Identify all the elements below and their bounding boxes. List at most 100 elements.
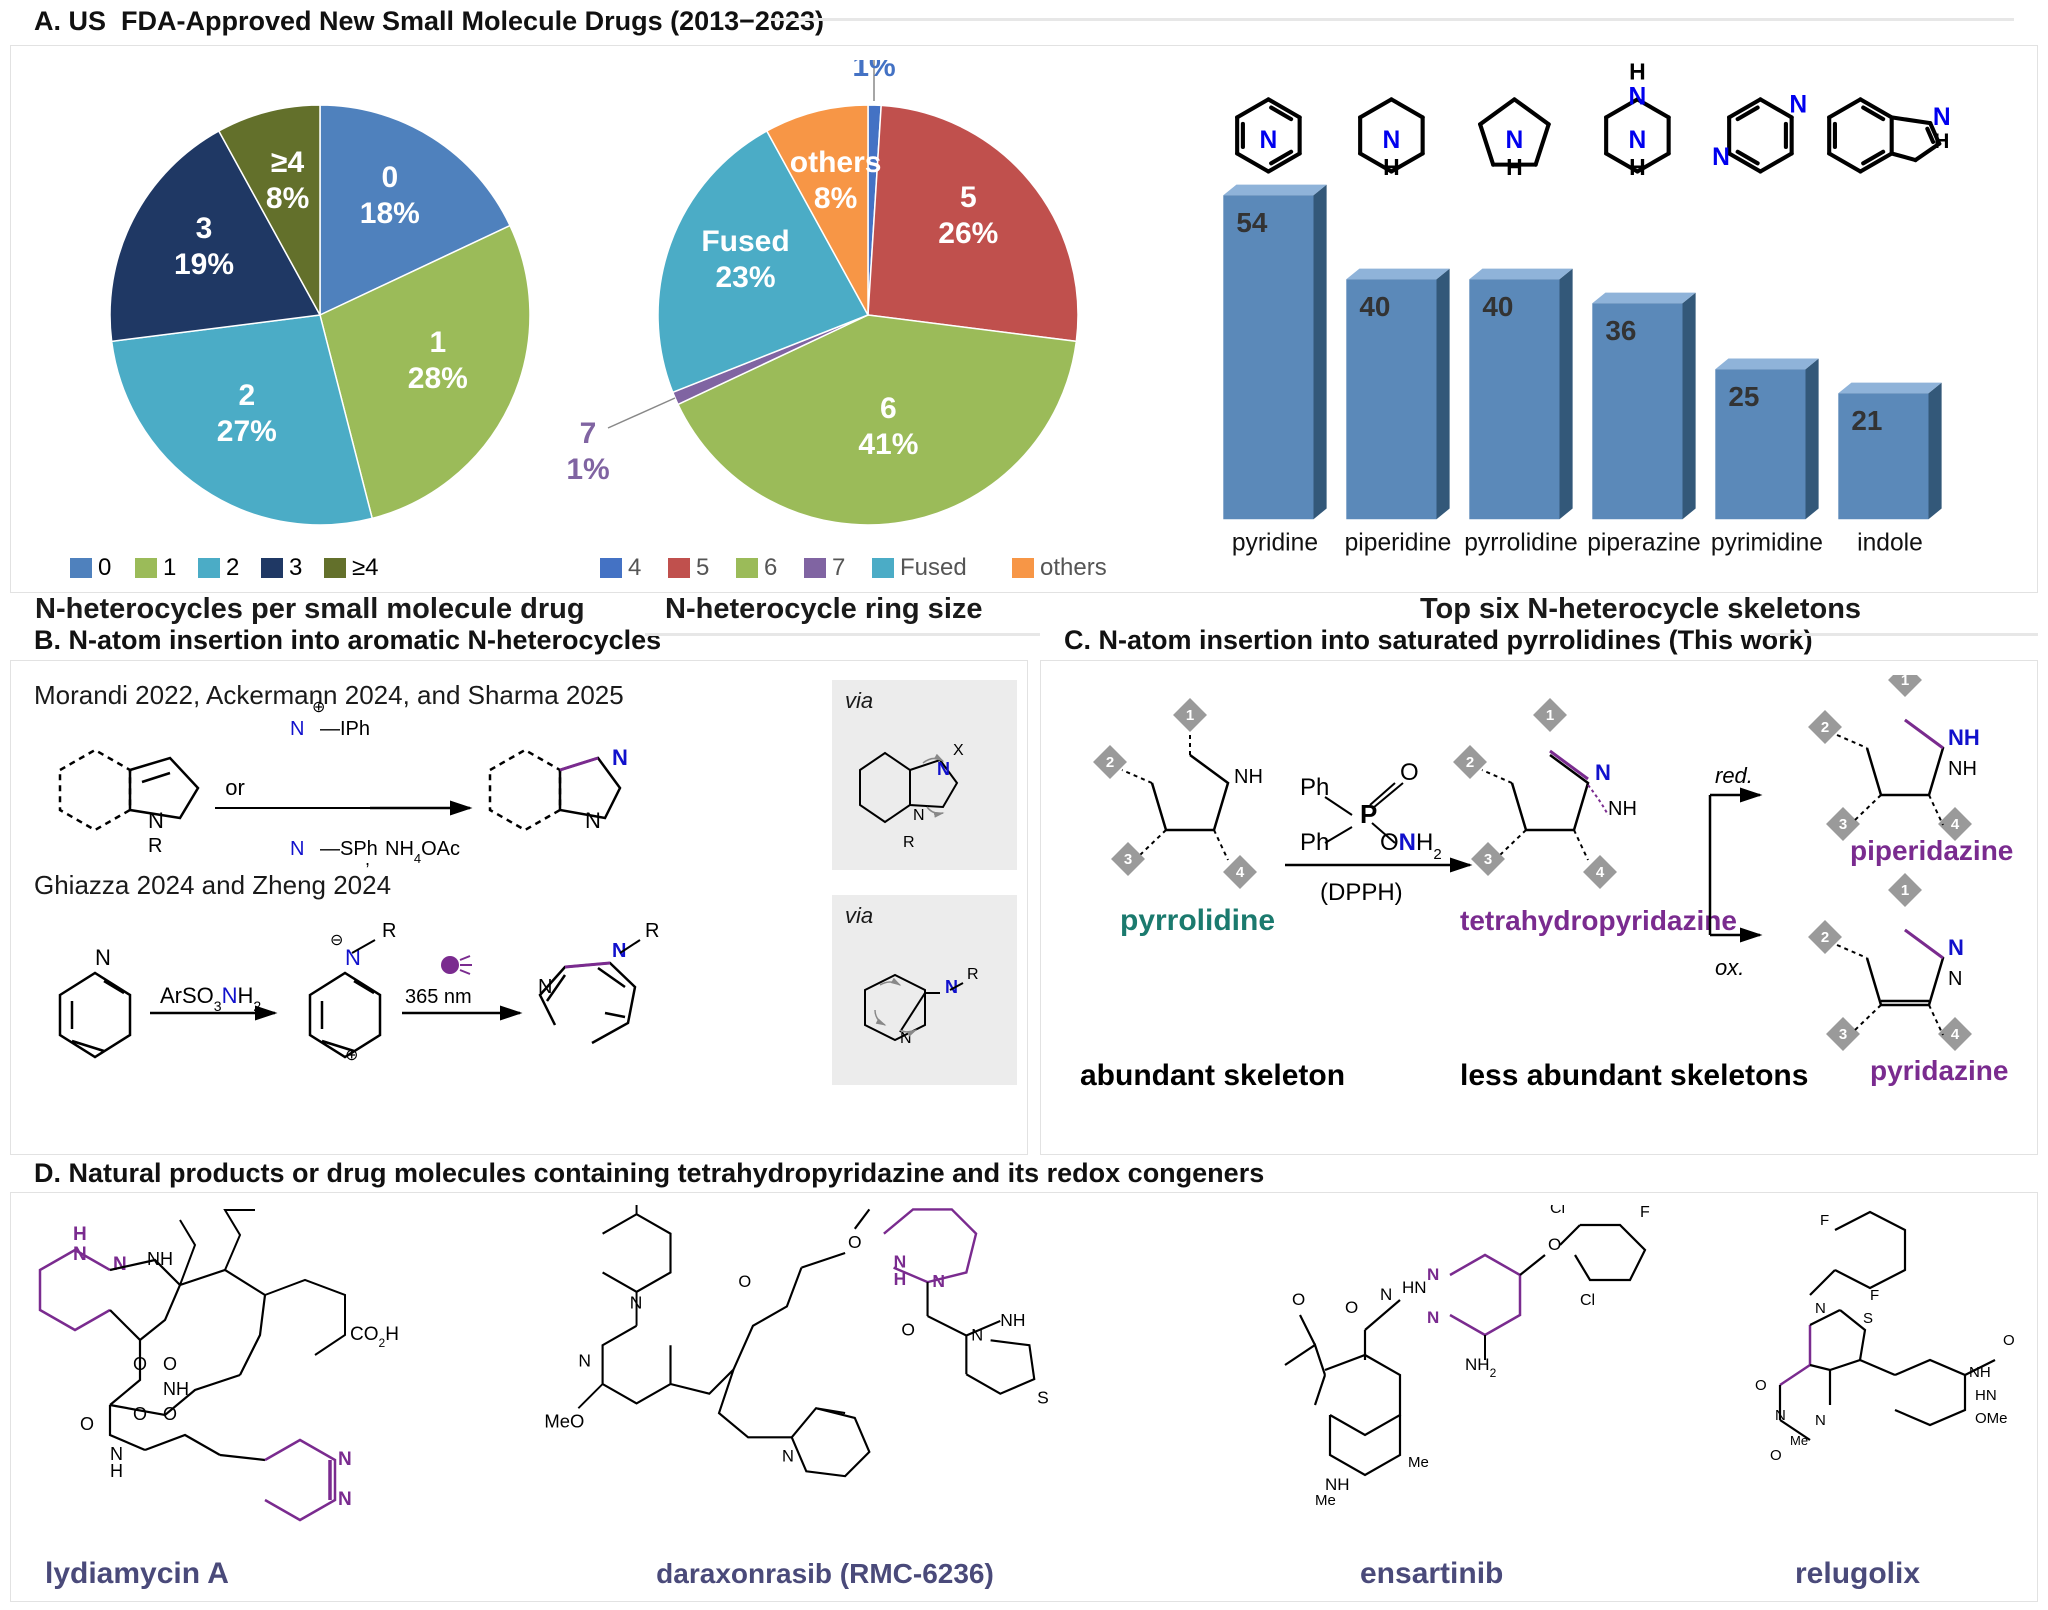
svg-text:O: O: [738, 1273, 751, 1291]
svg-text:NH4OAc: NH4OAc: [385, 838, 460, 866]
svg-text:3: 3: [1839, 816, 1847, 833]
svg-text:NH: NH: [163, 1379, 189, 1399]
svg-text:H: H: [1629, 60, 1646, 85]
svg-text:O: O: [1755, 1377, 1767, 1394]
svg-text:H: H: [1629, 154, 1646, 180]
svg-text:23%: 23%: [715, 261, 775, 294]
svg-text:O: O: [80, 1414, 94, 1434]
svg-text:Fused: Fused: [900, 554, 967, 581]
svg-text:2: 2: [238, 379, 255, 412]
svg-text:54: 54: [1236, 207, 1268, 238]
svg-text:41%: 41%: [858, 428, 918, 461]
svg-text:1%: 1%: [568, 453, 610, 486]
svg-text:O: O: [1770, 1447, 1782, 1464]
svg-text:piperidine: piperidine: [1345, 529, 1452, 556]
svg-text:H: H: [1383, 154, 1400, 180]
svg-text:—IPh: —IPh: [320, 718, 370, 740]
svg-text:F: F: [1820, 1212, 1829, 1229]
svg-text:Me: Me: [1790, 1433, 1808, 1448]
svg-text:Cl: Cl: [1580, 1292, 1595, 1309]
svg-text:40: 40: [1359, 291, 1390, 322]
svg-text:or: or: [225, 775, 245, 800]
svg-text:4: 4: [628, 554, 641, 581]
svg-text:O: O: [133, 1354, 147, 1374]
svg-text:R: R: [148, 835, 162, 857]
svg-text:⊖: ⊖: [330, 932, 343, 949]
svg-text:R: R: [903, 834, 915, 851]
svg-text:N: N: [1815, 1412, 1826, 1429]
svg-text:N: N: [338, 1489, 352, 1510]
svg-text:N: N: [1712, 144, 1730, 171]
svg-text:18%: 18%: [360, 197, 420, 230]
svg-text:relugolix: relugolix: [1795, 1557, 1920, 1590]
svg-text:6: 6: [764, 554, 777, 581]
svg-text:N: N: [1595, 760, 1611, 785]
svg-text:1: 1: [1901, 882, 1909, 899]
svg-text:piperazine: piperazine: [1587, 529, 1700, 556]
svg-text:NH: NH: [1000, 1310, 1025, 1330]
svg-text:OMe: OMe: [1975, 1410, 2008, 1427]
svg-text:O: O: [1548, 1235, 1561, 1254]
svg-text:ONH2: ONH2: [1380, 829, 1442, 863]
svg-text:O: O: [901, 1320, 915, 1340]
svg-text:ox.: ox.: [1715, 955, 1744, 980]
svg-text:NH: NH: [1234, 766, 1263, 788]
svg-text:N: N: [290, 718, 304, 740]
svg-text:3: 3: [289, 554, 302, 581]
svg-text:2: 2: [1821, 719, 1829, 736]
svg-text:others: others: [1040, 554, 1107, 581]
svg-text:≥4: ≥4: [271, 146, 304, 179]
svg-text:3: 3: [1124, 851, 1132, 868]
svg-text:28%: 28%: [408, 362, 468, 395]
svg-text:O: O: [163, 1354, 177, 1374]
svg-text:2: 2: [226, 554, 239, 581]
svg-text:X: X: [953, 742, 964, 759]
svg-text:HN: HN: [1402, 1278, 1427, 1297]
svg-text:N: N: [1260, 127, 1278, 154]
svg-text:N: N: [148, 808, 164, 833]
svg-text:6: 6: [880, 392, 897, 425]
svg-text:3: 3: [1839, 1026, 1847, 1043]
svg-text:N: N: [937, 759, 950, 779]
svg-text:(DPPH): (DPPH): [1320, 879, 1403, 906]
svg-text:N: N: [1506, 127, 1524, 154]
svg-text:NH: NH: [1948, 725, 1980, 750]
svg-text:O: O: [133, 1404, 147, 1424]
svg-text:4: 4: [1236, 864, 1245, 881]
svg-text:O: O: [1400, 759, 1419, 786]
svg-text:N: N: [1933, 104, 1951, 131]
svg-text:7: 7: [580, 417, 597, 450]
svg-text:O: O: [847, 1205, 861, 1209]
svg-text:CO2H: CO2H: [350, 1324, 399, 1350]
svg-text:5: 5: [696, 554, 709, 581]
svg-text:4: 4: [1951, 1026, 1960, 1043]
svg-text:NH: NH: [1608, 798, 1637, 820]
svg-text:pyridine: pyridine: [1232, 529, 1318, 556]
svg-text:8%: 8%: [266, 182, 309, 215]
svg-text:2: 2: [1106, 754, 1114, 771]
svg-text:≥4: ≥4: [352, 554, 379, 581]
svg-text:0: 0: [98, 554, 111, 581]
svg-text:5: 5: [960, 181, 977, 214]
svg-text:1: 1: [1901, 675, 1909, 689]
svg-text:lydiamycin A: lydiamycin A: [45, 1557, 229, 1590]
svg-text:⊕: ⊕: [345, 1047, 358, 1064]
svg-text:Cl: Cl: [1550, 1205, 1565, 1217]
svg-text:tetrahydropyridazine: tetrahydropyridazine: [1460, 905, 1737, 936]
svg-text:Ph: Ph: [1300, 774, 1329, 801]
svg-text:N: N: [338, 1449, 352, 1470]
svg-text:F: F: [1640, 1205, 1650, 1221]
svg-text:red.: red.: [1715, 763, 1753, 788]
svg-text:N: N: [913, 807, 925, 824]
svg-text:N: N: [1815, 1300, 1826, 1317]
svg-text:N: N: [113, 1254, 127, 1275]
svg-text:R: R: [967, 966, 979, 983]
svg-text:N: N: [1427, 1265, 1439, 1284]
svg-text:R: R: [645, 920, 659, 942]
svg-text:H: H: [1506, 154, 1523, 180]
svg-text:27%: 27%: [217, 415, 277, 448]
svg-text:S: S: [1037, 1387, 1049, 1407]
svg-text:19%: 19%: [174, 248, 234, 281]
svg-text:O: O: [163, 1404, 177, 1424]
svg-text:O: O: [1345, 1298, 1358, 1317]
